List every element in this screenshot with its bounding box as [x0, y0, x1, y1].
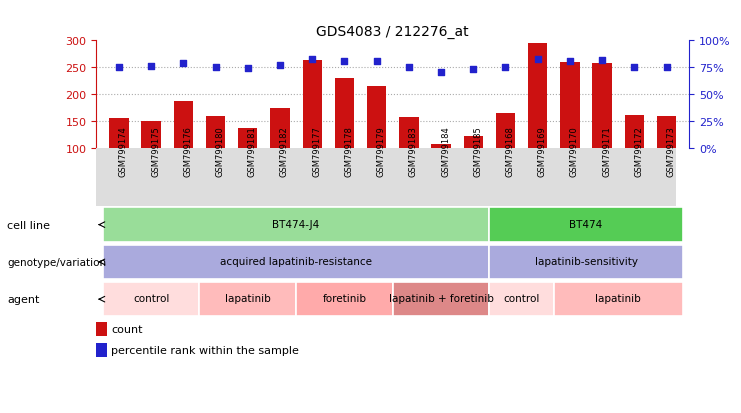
FancyBboxPatch shape — [554, 282, 682, 316]
Point — [210, 64, 222, 71]
Text: GSM799176: GSM799176 — [183, 126, 193, 177]
Bar — [625, 116, 644, 149]
Bar — [206, 116, 225, 149]
Point — [597, 58, 608, 64]
Text: foretinib: foretinib — [322, 294, 366, 304]
Bar — [528, 44, 548, 149]
FancyBboxPatch shape — [489, 282, 554, 316]
Bar — [335, 79, 354, 149]
Title: GDS4083 / 212276_at: GDS4083 / 212276_at — [316, 25, 469, 39]
Text: GSM799181: GSM799181 — [247, 126, 256, 177]
Bar — [302, 61, 322, 149]
Text: GSM799169: GSM799169 — [538, 126, 547, 177]
Point — [403, 64, 415, 71]
Text: GSM799175: GSM799175 — [151, 126, 160, 177]
Bar — [593, 64, 612, 149]
Point — [370, 59, 382, 66]
Text: lapatinib-sensitivity: lapatinib-sensitivity — [534, 256, 637, 266]
Bar — [399, 118, 419, 149]
Text: GSM799174: GSM799174 — [119, 126, 128, 177]
FancyBboxPatch shape — [393, 282, 489, 316]
Text: GSM799180: GSM799180 — [216, 126, 225, 177]
FancyBboxPatch shape — [199, 282, 296, 316]
Text: GSM799171: GSM799171 — [602, 126, 611, 177]
Point — [468, 67, 479, 74]
Bar — [431, 145, 451, 149]
Text: GSM799177: GSM799177 — [312, 126, 321, 177]
Text: GSM799185: GSM799185 — [473, 126, 482, 177]
Text: lapatinib: lapatinib — [225, 294, 270, 304]
Text: lapatinib: lapatinib — [595, 294, 641, 304]
Text: control: control — [133, 294, 169, 304]
FancyBboxPatch shape — [103, 208, 489, 242]
Point — [499, 64, 511, 71]
Text: GSM799168: GSM799168 — [505, 126, 514, 177]
Point — [628, 64, 640, 71]
Text: GSM799170: GSM799170 — [570, 126, 579, 177]
FancyBboxPatch shape — [96, 149, 677, 206]
Text: percentile rank within the sample: percentile rank within the sample — [111, 345, 299, 355]
Text: GSM799184: GSM799184 — [441, 126, 450, 177]
Bar — [173, 102, 193, 149]
Point — [242, 66, 253, 73]
Text: BT474-J4: BT474-J4 — [273, 219, 319, 229]
Bar — [270, 109, 290, 149]
Point — [532, 57, 544, 63]
Text: GSM799182: GSM799182 — [280, 126, 289, 177]
Point — [145, 63, 157, 70]
Point — [339, 59, 350, 66]
Text: GSM799173: GSM799173 — [667, 126, 676, 177]
Bar — [367, 87, 386, 149]
Bar — [96, 322, 107, 337]
FancyBboxPatch shape — [296, 282, 393, 316]
Point — [177, 61, 189, 67]
Bar — [238, 128, 257, 149]
Bar — [496, 114, 515, 149]
Bar — [109, 119, 128, 149]
Text: count: count — [111, 325, 143, 335]
Bar — [560, 63, 579, 149]
Point — [564, 58, 576, 65]
FancyBboxPatch shape — [489, 245, 682, 279]
Text: GSM799178: GSM799178 — [345, 126, 353, 177]
Bar — [464, 137, 483, 149]
Text: control: control — [503, 294, 539, 304]
Point — [274, 62, 286, 69]
Text: genotype/variation: genotype/variation — [7, 257, 107, 267]
Point — [113, 65, 124, 71]
Text: cell line: cell line — [7, 220, 50, 230]
Bar — [96, 343, 107, 357]
FancyBboxPatch shape — [489, 208, 682, 242]
Text: acquired lapatinib-resistance: acquired lapatinib-resistance — [220, 256, 372, 266]
Text: GSM799179: GSM799179 — [376, 126, 385, 177]
Point — [435, 70, 447, 76]
Point — [306, 57, 318, 63]
Point — [661, 64, 673, 71]
FancyBboxPatch shape — [103, 282, 199, 316]
Text: GSM799172: GSM799172 — [634, 126, 643, 177]
Text: BT474: BT474 — [569, 219, 602, 229]
Bar — [142, 121, 161, 149]
Text: GSM799183: GSM799183 — [409, 126, 418, 177]
Text: lapatinib + foretinib: lapatinib + foretinib — [388, 294, 494, 304]
Bar — [657, 116, 677, 149]
Text: agent: agent — [7, 294, 40, 304]
FancyBboxPatch shape — [103, 245, 489, 279]
